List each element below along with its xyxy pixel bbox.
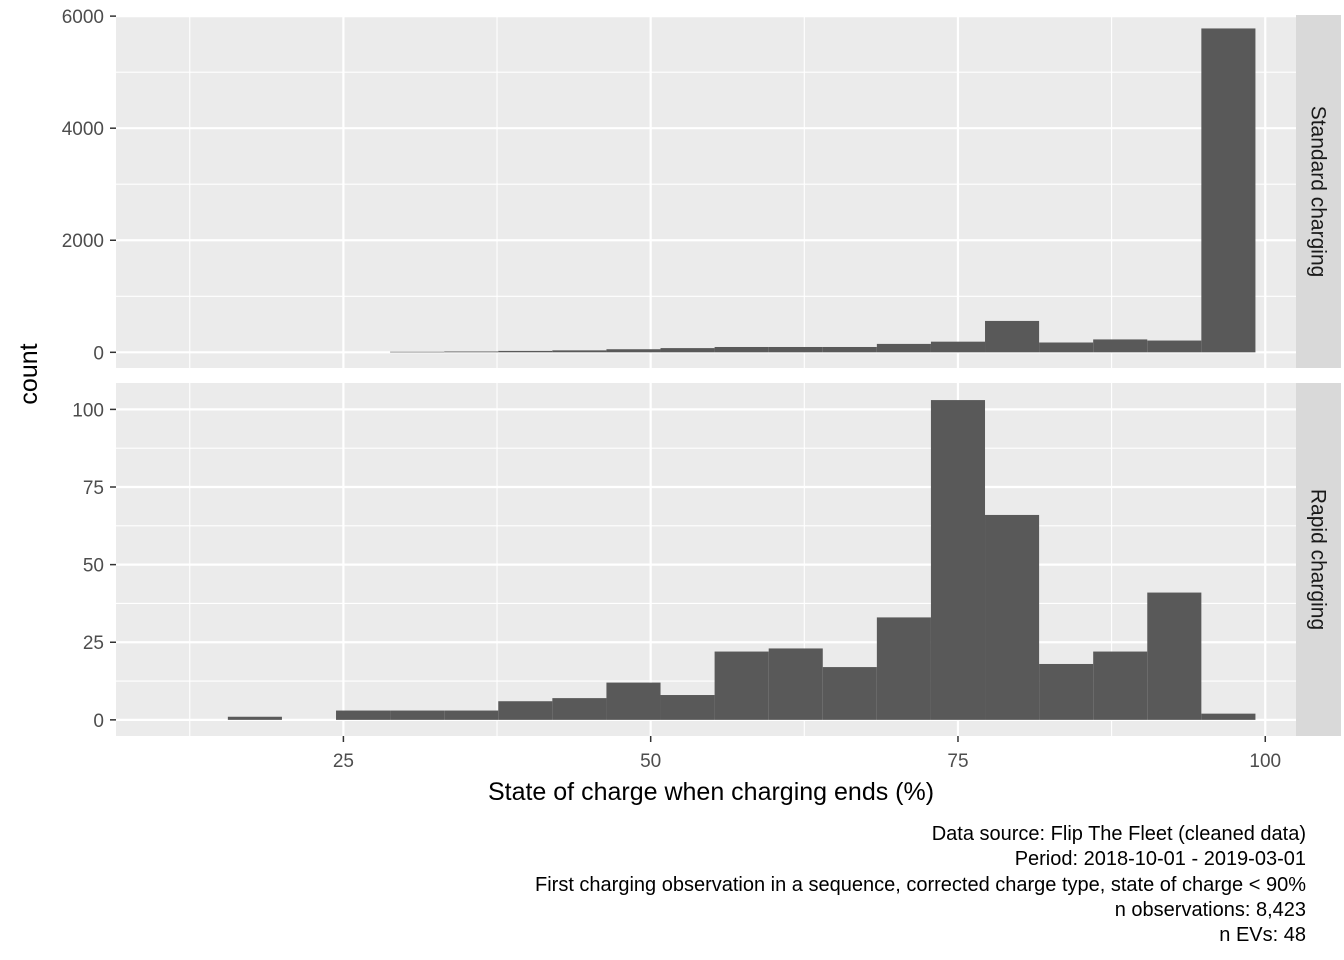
facet-panel: 0 25 50 75 100 Rapid charging	[72, 383, 1341, 736]
histogram-bar	[227, 716, 282, 720]
histogram-bar	[1201, 28, 1256, 353]
facet-strip	[1296, 383, 1341, 736]
y-tick-label: 6000	[62, 7, 104, 28]
histogram-bar	[1039, 342, 1094, 353]
facet-strip	[1296, 15, 1341, 368]
x-tick-label: 25	[333, 751, 354, 772]
histogram-bar	[714, 346, 769, 353]
histogram-bar	[336, 710, 391, 720]
histogram-bar	[498, 350, 553, 353]
histogram-bar	[1201, 713, 1256, 720]
histogram-bar	[822, 346, 877, 353]
y-tick-label: 0	[93, 711, 104, 732]
y-axis-title: count	[15, 343, 43, 404]
histogram-bar	[390, 351, 445, 353]
facet-strip-label: Standard charging	[1307, 106, 1330, 278]
facet-strip-label: Rapid charging	[1307, 489, 1330, 630]
histogram-bar	[606, 682, 661, 720]
caption: Data source: Flip The Fleet (cleaned dat…	[535, 823, 1306, 946]
histogram-bar	[768, 346, 823, 353]
histogram-bar	[660, 695, 715, 720]
y-tick-label: 4000	[62, 119, 104, 140]
y-tick-label: 100	[72, 400, 104, 421]
histogram-bar	[444, 710, 499, 720]
histogram-bar	[985, 514, 1040, 720]
panel-background	[116, 15, 1296, 368]
histogram-bar	[606, 349, 661, 353]
histogram-bar	[714, 651, 769, 720]
caption-line: Data source: Flip The Fleet (cleaned dat…	[932, 823, 1306, 845]
y-tick-label: 75	[83, 478, 104, 499]
caption-line: First charging observation in a sequence…	[535, 874, 1306, 896]
histogram-bar	[1039, 663, 1094, 720]
x-tick-label: 50	[640, 751, 661, 772]
histogram-bar	[1093, 651, 1148, 720]
x-axis: 25 50 75 100	[333, 736, 1281, 772]
histogram-bar	[390, 710, 445, 720]
facet-panels: 0 2000 4000 6000 Standard charging 0 25 50 75 100…	[62, 7, 1341, 736]
histogram-bar	[552, 350, 607, 353]
histogram-bar	[930, 400, 986, 720]
histogram-bar	[985, 320, 1040, 353]
histogram-bar	[930, 341, 986, 353]
y-tick-label: 0	[93, 343, 104, 364]
x-axis-title: State of charge when charging ends (%)	[488, 778, 934, 806]
y-tick-label: 2000	[62, 231, 104, 252]
x-tick-label: 100	[1249, 751, 1281, 772]
histogram-bar	[552, 698, 607, 720]
facet-panel: 0 2000 4000 6000 Standard charging	[62, 7, 1341, 368]
histogram-bar	[1147, 592, 1202, 720]
histogram-bar	[1147, 340, 1202, 353]
histogram-bar	[444, 351, 499, 353]
histogram-bar	[660, 348, 715, 353]
caption-line: Period: 2018-10-01 - 2019-03-01	[1015, 848, 1306, 870]
histogram-bar	[768, 648, 823, 720]
caption-line: n observations: 8,423	[1115, 899, 1306, 921]
histogram-bar	[876, 617, 931, 720]
y-tick-label: 50	[83, 556, 104, 577]
x-tick-label: 75	[947, 751, 968, 772]
y-tick-label: 25	[83, 633, 104, 654]
histogram-bar	[822, 667, 877, 720]
histogram-bar	[498, 701, 553, 720]
histogram-bar	[876, 343, 931, 353]
histogram-bar	[1093, 339, 1148, 353]
caption-line: n EVs: 48	[1219, 924, 1306, 946]
